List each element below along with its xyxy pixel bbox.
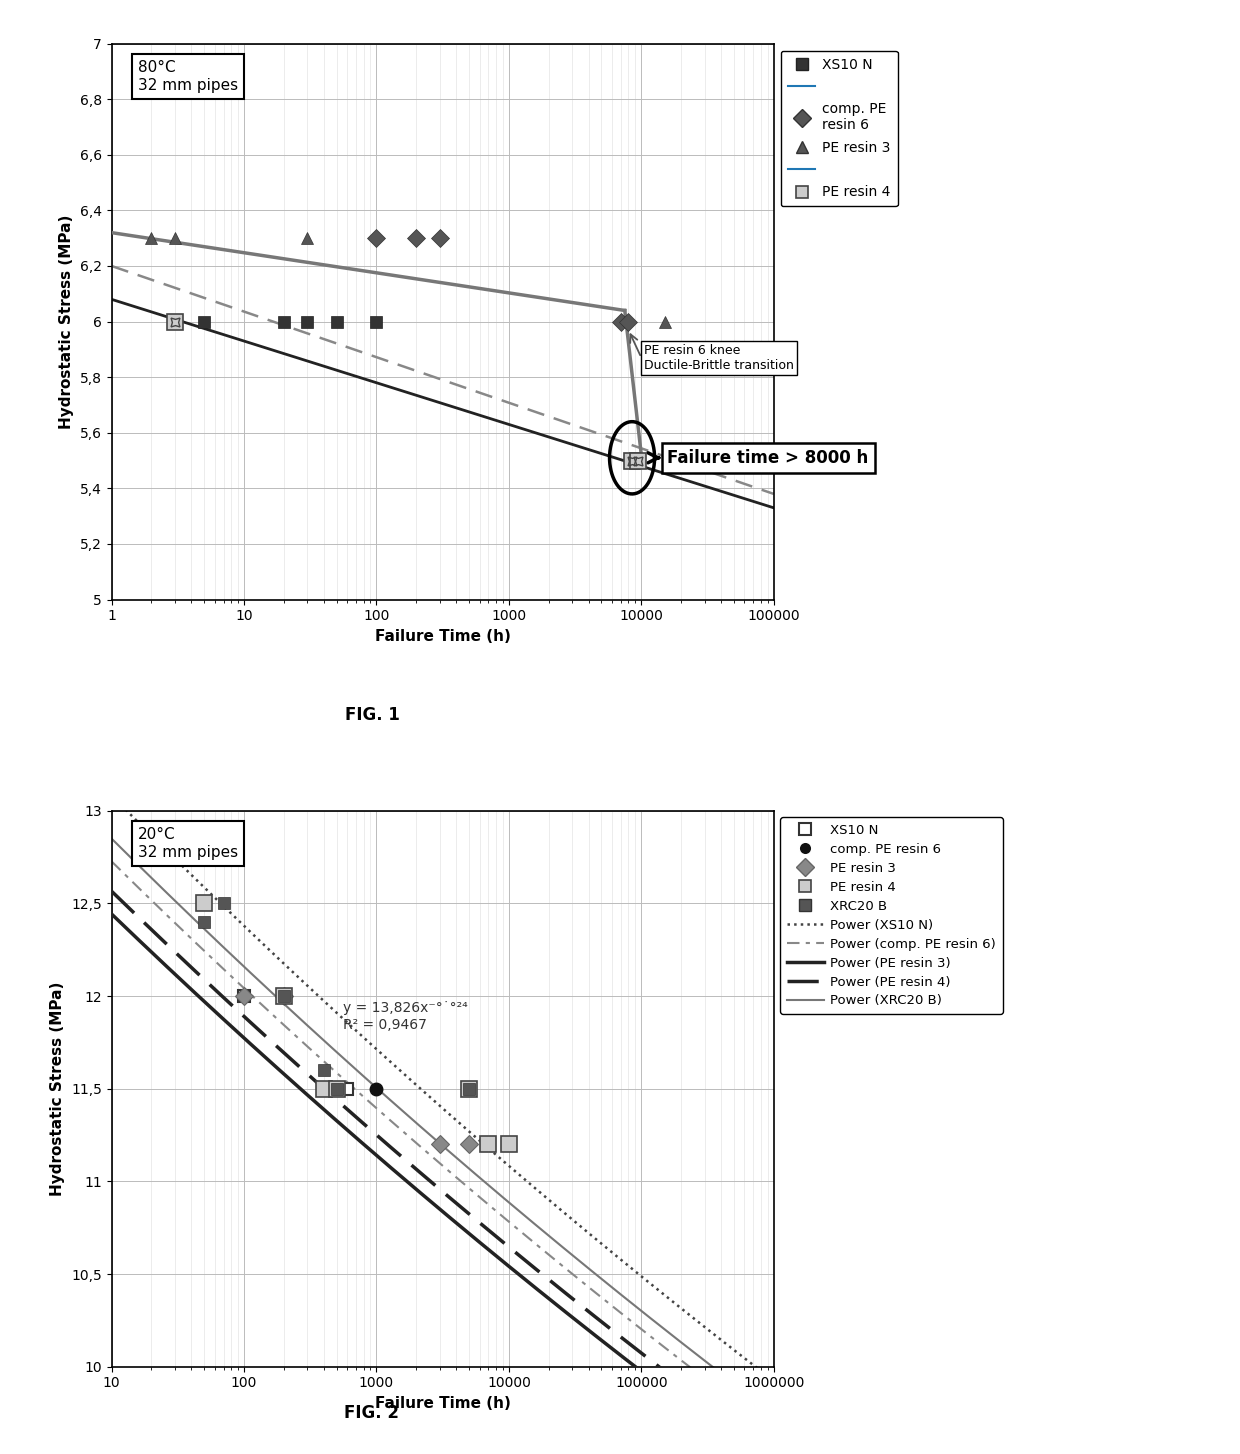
Text: 80°C
32 mm pipes: 80°C 32 mm pipes: [138, 60, 238, 93]
Text: 20°C
32 mm pipes: 20°C 32 mm pipes: [138, 827, 238, 859]
Y-axis label: Hydrostatic Stress (MPa): Hydrostatic Stress (MPa): [60, 214, 74, 429]
Legend: XS10 N, , comp. PE
resin 6, PE resin 3, , PE resin 4: XS10 N, , comp. PE resin 6, PE resin 3, …: [781, 51, 898, 206]
Text: PE resin 6 knee
Ductile-Brittle transition: PE resin 6 knee Ductile-Brittle transiti…: [644, 343, 794, 372]
Text: y = 13,826x⁻°˙°²⁴
R² = 0,9467: y = 13,826x⁻°˙°²⁴ R² = 0,9467: [343, 1002, 469, 1032]
Text: FIG. 1: FIG. 1: [345, 705, 399, 724]
X-axis label: Failure Time (h): Failure Time (h): [374, 1396, 511, 1410]
Text: FIG. 2: FIG. 2: [345, 1403, 399, 1422]
X-axis label: Failure Time (h): Failure Time (h): [374, 628, 511, 644]
Text: Failure time > 8000 h: Failure time > 8000 h: [667, 449, 869, 467]
Legend: XS10 N, comp. PE resin 6, PE resin 3, PE resin 4, XRC20 B, Power (XS10 N), Power: XS10 N, comp. PE resin 6, PE resin 3, PE…: [780, 817, 1003, 1013]
Y-axis label: Hydrostatic Stress (MPa): Hydrostatic Stress (MPa): [51, 981, 66, 1197]
